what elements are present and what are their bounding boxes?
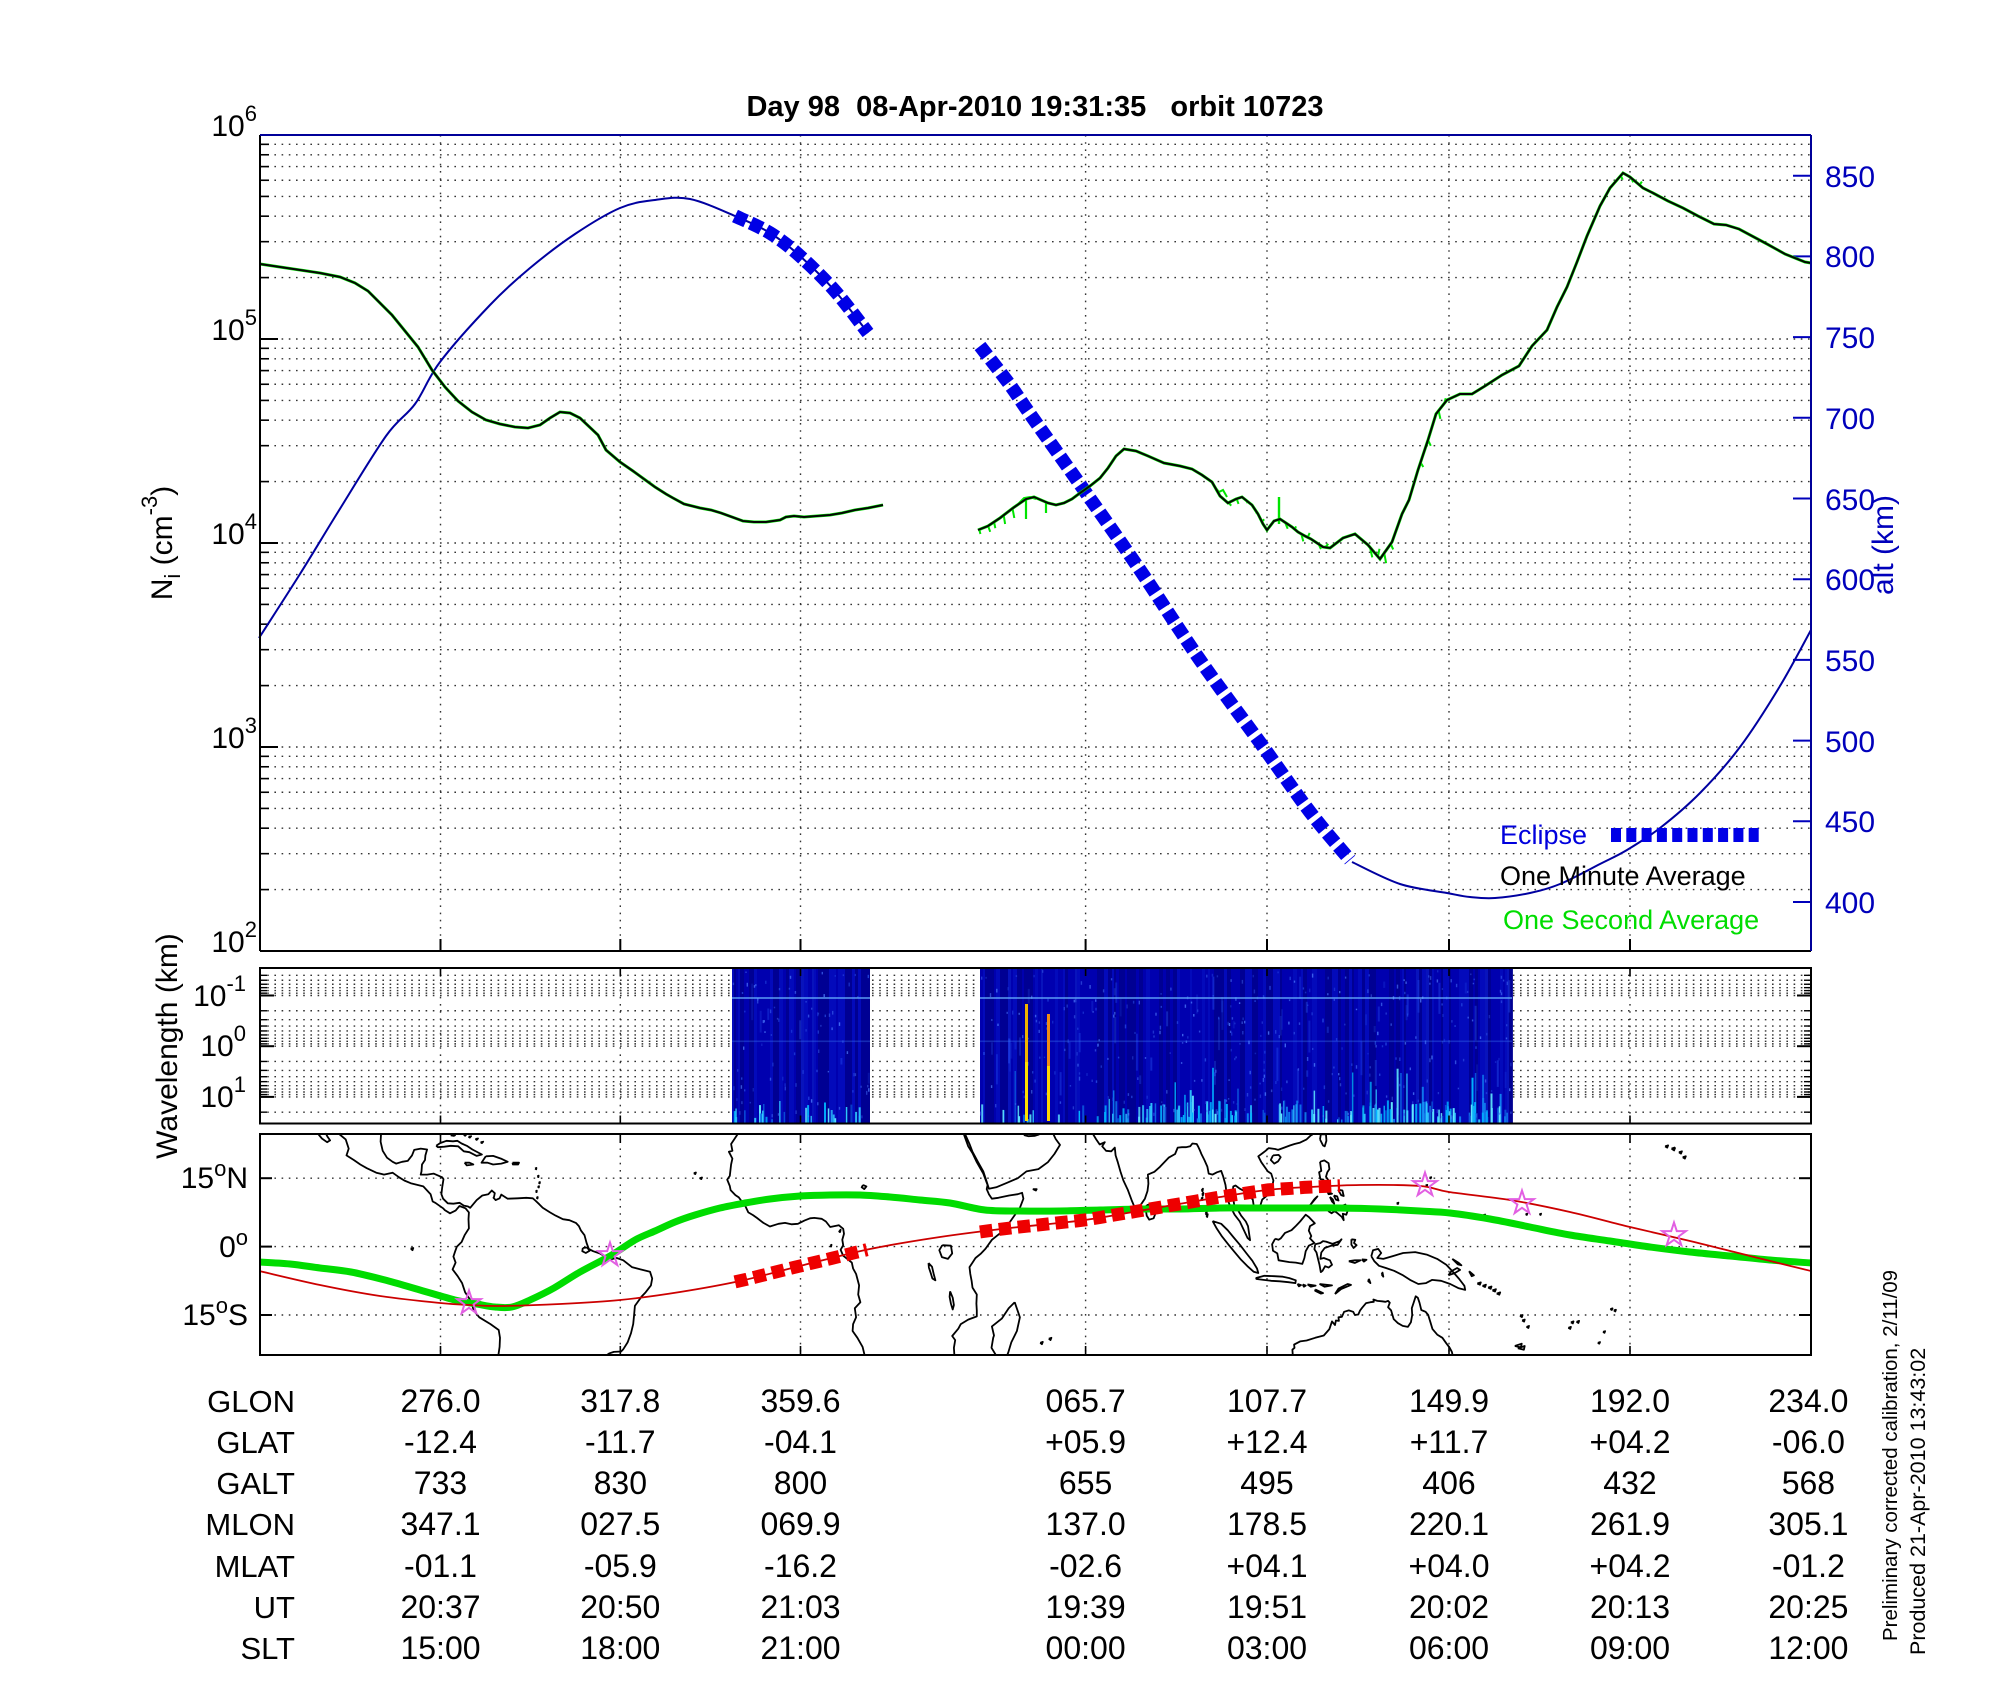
svg-text:069.9: 069.9 <box>760 1506 840 1542</box>
svg-text:19:51: 19:51 <box>1227 1589 1307 1625</box>
svg-text:317.8: 317.8 <box>580 1383 660 1419</box>
svg-text:027.5: 027.5 <box>580 1506 660 1542</box>
svg-text:+04.2: +04.2 <box>1590 1424 1671 1460</box>
svg-text:12:00: 12:00 <box>1768 1630 1848 1666</box>
svg-text:-16.2: -16.2 <box>764 1548 837 1584</box>
svg-text:850: 850 <box>1825 161 1875 194</box>
svg-text:-01.2: -01.2 <box>1772 1548 1845 1584</box>
svg-text:-02.6: -02.6 <box>1049 1548 1122 1584</box>
svg-text:-12.4: -12.4 <box>404 1424 477 1460</box>
svg-text:655: 655 <box>1059 1465 1112 1501</box>
svg-text:-06.0: -06.0 <box>1772 1424 1845 1460</box>
svg-text:065.7: 065.7 <box>1046 1383 1126 1419</box>
svg-text:SLT: SLT <box>240 1631 295 1666</box>
svg-text:+11.7: +11.7 <box>1410 1424 1489 1460</box>
svg-text:700: 700 <box>1825 403 1875 436</box>
svg-text:220.1: 220.1 <box>1409 1506 1489 1542</box>
svg-text:450: 450 <box>1825 806 1875 839</box>
svg-text:276.0: 276.0 <box>400 1383 480 1419</box>
svg-text:830: 830 <box>594 1465 647 1501</box>
svg-text:MLAT: MLAT <box>215 1549 295 1584</box>
svg-text:21:00: 21:00 <box>760 1630 840 1666</box>
svg-text:192.0: 192.0 <box>1590 1383 1670 1419</box>
svg-text:+04.2: +04.2 <box>1590 1548 1671 1584</box>
svg-text:GLON: GLON <box>207 1384 295 1419</box>
svg-text:500: 500 <box>1825 726 1875 759</box>
svg-text:107.7: 107.7 <box>1227 1383 1307 1419</box>
svg-text:400: 400 <box>1825 887 1875 920</box>
svg-text:GALT: GALT <box>216 1466 295 1501</box>
svg-text:347.1: 347.1 <box>400 1506 480 1542</box>
svg-text:UT: UT <box>254 1590 295 1625</box>
svg-text:495: 495 <box>1240 1465 1293 1501</box>
svg-text:733: 733 <box>414 1465 467 1501</box>
svg-text:359.6: 359.6 <box>760 1383 840 1419</box>
svg-text:09:00: 09:00 <box>1590 1630 1670 1666</box>
svg-text:alt (km): alt (km) <box>1867 495 1900 595</box>
svg-text:MLON: MLON <box>205 1507 295 1542</box>
svg-text:15oN: 15oN <box>181 1156 248 1195</box>
svg-text:06:00: 06:00 <box>1409 1630 1489 1666</box>
svg-text:Eclipse: Eclipse <box>1500 820 1587 850</box>
svg-text:Preliminary corrected calibrat: Preliminary corrected calibration, 2/11/… <box>1879 1270 1902 1641</box>
svg-text:234.0: 234.0 <box>1768 1383 1848 1419</box>
svg-text:Wavelength (km): Wavelength (km) <box>151 933 184 1159</box>
svg-text:650: 650 <box>1825 484 1875 517</box>
svg-text:Produced 21-Apr-2010 13:43:02: Produced 21-Apr-2010 13:43:02 <box>1906 1348 1930 1655</box>
svg-text:-11.7: -11.7 <box>585 1424 656 1460</box>
svg-text:GLAT: GLAT <box>216 1425 295 1460</box>
svg-text:600: 600 <box>1825 564 1875 597</box>
svg-text:Day 98 08-Apr-2010 19:31:35: Day 98 08-Apr-2010 19:31:35 orbit 10723 <box>746 91 1323 123</box>
svg-text:21:03: 21:03 <box>760 1589 840 1625</box>
svg-text:261.9: 261.9 <box>1590 1506 1670 1542</box>
svg-text:19:39: 19:39 <box>1046 1589 1126 1625</box>
svg-text:15:00: 15:00 <box>400 1630 480 1666</box>
svg-text:305.1: 305.1 <box>1768 1506 1848 1542</box>
svg-text:568: 568 <box>1782 1465 1835 1501</box>
svg-text:800: 800 <box>774 1465 827 1501</box>
svg-text:750: 750 <box>1825 322 1875 355</box>
svg-text:+04.1: +04.1 <box>1227 1548 1308 1584</box>
svg-text:20:13: 20:13 <box>1590 1589 1670 1625</box>
svg-text:20:02: 20:02 <box>1409 1589 1489 1625</box>
svg-text:20:50: 20:50 <box>580 1589 660 1625</box>
svg-text:03:00: 03:00 <box>1227 1630 1307 1666</box>
svg-text:800: 800 <box>1825 241 1875 274</box>
svg-text:-01.1: -01.1 <box>404 1548 477 1584</box>
svg-text:432: 432 <box>1603 1465 1656 1501</box>
svg-text:20:37: 20:37 <box>400 1589 480 1625</box>
svg-text:18:00: 18:00 <box>580 1630 660 1666</box>
svg-text:550: 550 <box>1825 645 1875 678</box>
svg-text:406: 406 <box>1422 1465 1475 1501</box>
svg-text:15oS: 15oS <box>182 1293 248 1332</box>
svg-text:20:25: 20:25 <box>1768 1589 1848 1625</box>
svg-text:137.0: 137.0 <box>1046 1506 1126 1542</box>
svg-text:178.5: 178.5 <box>1227 1506 1307 1542</box>
svg-text:+04.0: +04.0 <box>1409 1548 1490 1584</box>
svg-text:-04.1: -04.1 <box>764 1424 837 1460</box>
svg-text:00:00: 00:00 <box>1046 1630 1126 1666</box>
svg-text:One Minute Average: One Minute Average <box>1500 861 1746 891</box>
svg-text:+05.9: +05.9 <box>1045 1424 1126 1460</box>
svg-text:One Second Average: One Second Average <box>1503 905 1759 935</box>
svg-text:-05.9: -05.9 <box>584 1548 657 1584</box>
svg-text:+12.4: +12.4 <box>1227 1424 1308 1460</box>
svg-text:149.9: 149.9 <box>1409 1383 1489 1419</box>
